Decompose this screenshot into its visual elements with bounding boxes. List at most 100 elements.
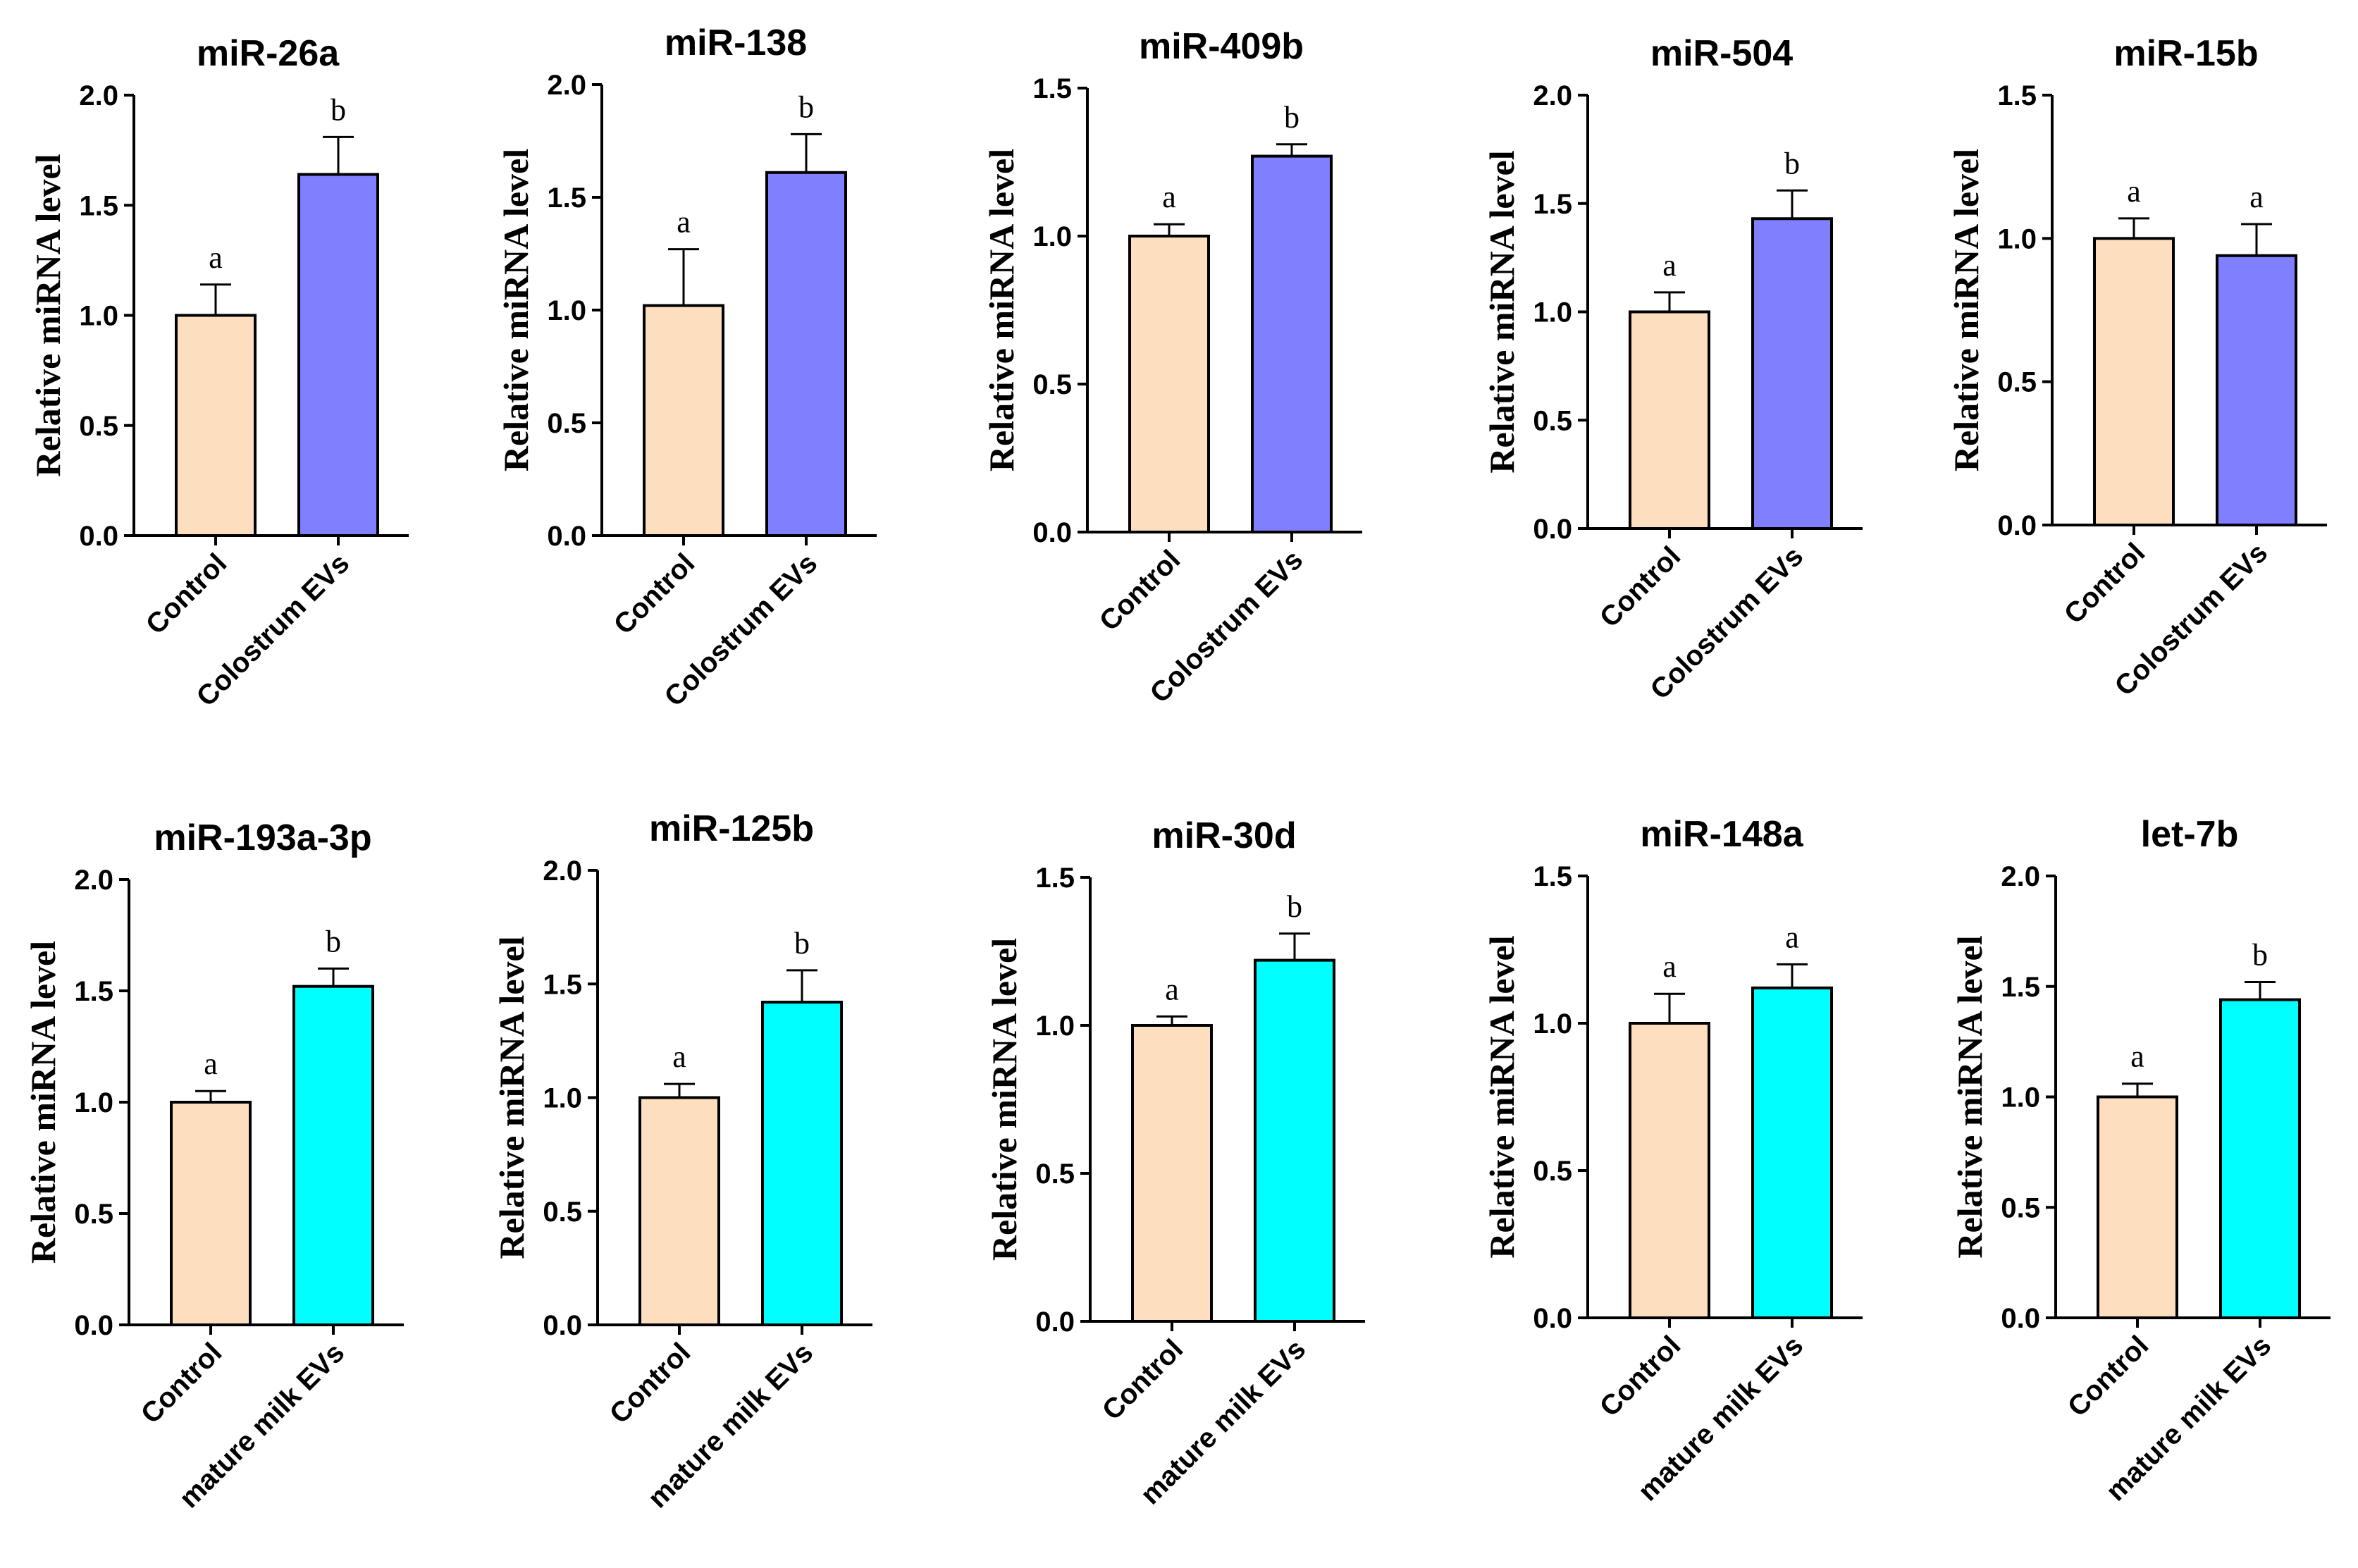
- bar: [765, 171, 847, 538]
- y-tick-label: 1.5: [1533, 861, 1572, 892]
- bar: [170, 1101, 252, 1326]
- bar: [2097, 1095, 2178, 1319]
- y-tick-label: 1.5: [1997, 80, 2037, 111]
- significance-label: b: [326, 924, 341, 958]
- y-tick-label: 0.5: [547, 408, 586, 439]
- y-tick-label: 2.0: [1533, 80, 1572, 111]
- significance-label: a: [204, 1047, 218, 1081]
- y-tick-label: 0.5: [74, 1199, 113, 1230]
- y-axis-label: Relative miRNA level: [1482, 150, 1521, 473]
- y-tick-label: 0.0: [74, 1310, 113, 1341]
- bar: [1128, 235, 1210, 533]
- significance-label: b: [331, 92, 346, 127]
- y-tick-label: 0.0: [2001, 1303, 2040, 1334]
- y-axis-label: Relative miRNA level: [984, 938, 1024, 1261]
- y-tick-label: 0.5: [1997, 367, 2037, 398]
- bar: [1629, 310, 1710, 530]
- significance-label: b: [1287, 889, 1302, 924]
- y-tick-label: 0.5: [543, 1197, 582, 1228]
- y-tick-label: 1.0: [1035, 1011, 1075, 1042]
- y-tick-label: 2.0: [543, 856, 582, 887]
- bar: [1254, 958, 1335, 1323]
- x-category-label: Control: [1594, 541, 1687, 634]
- chart-title: miR-26a: [197, 33, 340, 74]
- bar: [1131, 1024, 1213, 1323]
- x-category-label: Control: [604, 1337, 697, 1430]
- y-tick-label: 1.0: [1997, 223, 2037, 254]
- y-axis-label: Relative miRNA level: [496, 149, 536, 471]
- x-category-label: Control: [1097, 1333, 1190, 1426]
- y-tick-label: 2.0: [74, 865, 113, 896]
- y-tick-label: 1.5: [543, 969, 582, 1000]
- bar: [175, 314, 257, 537]
- significance-label: b: [2252, 937, 2268, 972]
- x-category-label: Control: [2058, 537, 2152, 630]
- y-tick-label: 1.0: [79, 301, 118, 332]
- x-category-label: Control: [140, 548, 233, 641]
- chart-title: let-7b: [2141, 814, 2239, 855]
- bar: [297, 173, 379, 537]
- y-tick-label: 1.5: [1533, 189, 1572, 220]
- y-tick-label: 2.0: [2001, 861, 2040, 892]
- bar: [638, 1096, 720, 1326]
- y-tick-label: 0.0: [547, 521, 586, 552]
- significance-label: a: [1662, 248, 1677, 283]
- significance-label: a: [2130, 1039, 2144, 1074]
- significance-label: a: [2127, 174, 2141, 209]
- significance-label: a: [1662, 949, 1677, 984]
- y-tick-label: 1.0: [543, 1083, 582, 1114]
- chart-title: miR-148a: [1640, 814, 1803, 855]
- bar: [1629, 1022, 1710, 1319]
- y-axis-label: Relative miRNA level: [492, 936, 531, 1259]
- bar: [761, 1001, 843, 1327]
- bar: [2216, 254, 2297, 526]
- y-axis-label: Relative miRNA level: [982, 149, 1021, 471]
- y-tick-label: 0.5: [79, 411, 118, 442]
- x-category-label: Control: [1094, 544, 1187, 637]
- y-tick-label: 0.5: [1032, 369, 1072, 400]
- y-tick-label: 1.5: [1035, 863, 1075, 894]
- y-tick-label: 1.5: [1032, 73, 1072, 104]
- significance-label: a: [677, 205, 691, 240]
- bar: [1751, 986, 1833, 1319]
- y-tick-label: 1.0: [1032, 221, 1072, 252]
- chart-title: miR-409b: [1139, 26, 1304, 67]
- y-tick-label: 0.0: [1997, 510, 2037, 541]
- y-tick-label: 2.0: [547, 70, 586, 101]
- significance-label: a: [2249, 180, 2264, 214]
- chart-title: miR-138: [665, 23, 807, 63]
- y-tick-label: 0.0: [543, 1310, 582, 1341]
- y-axis-label: Relative miRNA level: [1950, 935, 1989, 1258]
- significance-label: b: [1284, 100, 1300, 135]
- y-axis-label: Relative miRNA level: [1482, 935, 1521, 1258]
- chart-title: miR-125b: [649, 808, 814, 849]
- bar: [292, 984, 374, 1327]
- y-tick-label: 1.0: [2001, 1082, 2040, 1113]
- y-tick-label: 0.5: [2001, 1192, 2040, 1223]
- y-tick-label: 1.5: [74, 976, 113, 1007]
- y-tick-label: 2.0: [79, 80, 118, 111]
- significance-label: a: [209, 240, 223, 275]
- y-tick-label: 1.0: [1533, 1008, 1572, 1039]
- y-tick-label: 0.5: [1533, 1156, 1572, 1187]
- y-tick-label: 0.5: [1533, 405, 1572, 436]
- x-category-label: Control: [608, 548, 701, 641]
- significance-label: a: [672, 1039, 686, 1074]
- y-axis-label: Relative miRNA level: [23, 941, 63, 1264]
- y-tick-label: 1.0: [1533, 297, 1572, 328]
- y-tick-label: 1.5: [2001, 972, 2040, 1003]
- y-tick-label: 0.0: [1035, 1307, 1075, 1338]
- significance-label: a: [1165, 972, 1179, 1006]
- bar: [643, 304, 724, 537]
- chart-title: miR-193a-3p: [154, 817, 371, 858]
- x-category-label: Control: [2062, 1330, 2155, 1423]
- y-tick-label: 0.0: [79, 521, 118, 552]
- significance-label: a: [1162, 180, 1176, 214]
- chart-title: miR-504: [1650, 33, 1793, 74]
- significance-label: a: [1785, 920, 1799, 954]
- x-category-label: Control: [1594, 1330, 1687, 1423]
- bar: [2219, 998, 2301, 1320]
- y-tick-label: 0.5: [1035, 1159, 1075, 1190]
- y-tick-label: 1.0: [74, 1087, 113, 1118]
